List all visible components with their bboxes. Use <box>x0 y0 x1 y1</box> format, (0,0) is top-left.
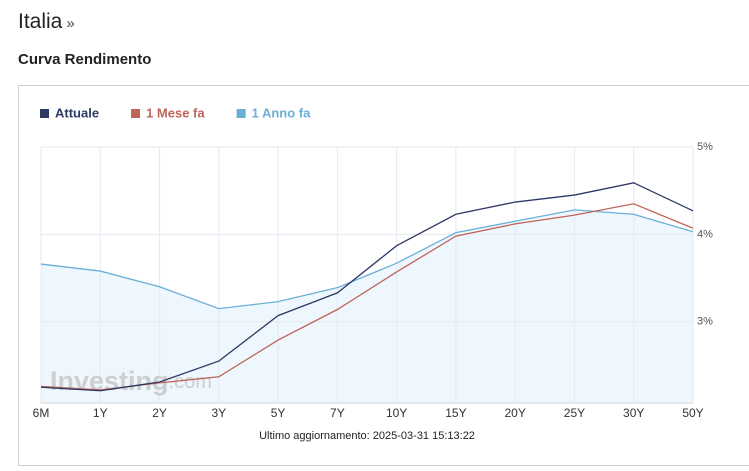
legend-label[interactable]: 1 Anno fa <box>252 105 312 120</box>
y-tick-label: 3% <box>697 316 713 328</box>
title-arrow[interactable]: » <box>66 15 75 32</box>
x-tick-label: 2Y <box>152 406 167 420</box>
line <box>40 182 694 392</box>
x-tick-label: 3Y <box>211 406 226 420</box>
x-tick-label: 15Y <box>445 406 466 420</box>
legend-label[interactable]: Attuale <box>55 105 99 120</box>
legend-marker <box>131 109 141 118</box>
chart-box <box>18 85 749 466</box>
line <box>40 209 694 310</box>
x-tick-label: 20Y <box>505 406 526 420</box>
watermark-part: .com <box>169 371 212 393</box>
area <box>41 209 693 403</box>
x-tick-label: 10Y <box>386 406 407 420</box>
watermark: Investing.com <box>50 366 212 396</box>
x-tick-label: 25Y <box>564 406 585 420</box>
x-tick-label: 7Y <box>330 406 345 420</box>
x-tick-label: 50Y <box>682 406 703 420</box>
title-text: Italia <box>18 10 63 33</box>
legend-marker <box>236 109 246 118</box>
footer-note: Ultimo aggiornamento: 2025-03-31 15:13:2… <box>259 430 475 442</box>
legend-marker <box>40 109 49 118</box>
page-title: Italia» <box>18 10 75 34</box>
x-tick-label: 6M <box>33 406 50 420</box>
section-title: Curva Rendimento <box>18 51 152 68</box>
x-tick-label: 30Y <box>623 406 644 420</box>
watermark-part: Investing <box>50 366 169 396</box>
x-tick-label: 1Y <box>93 406 108 420</box>
y-tick-label: 4% <box>697 228 713 240</box>
y-tick-label: 5% <box>697 141 713 153</box>
legend-label[interactable]: 1 Mese fa <box>146 105 205 120</box>
x-tick-label: 5Y <box>271 406 286 420</box>
